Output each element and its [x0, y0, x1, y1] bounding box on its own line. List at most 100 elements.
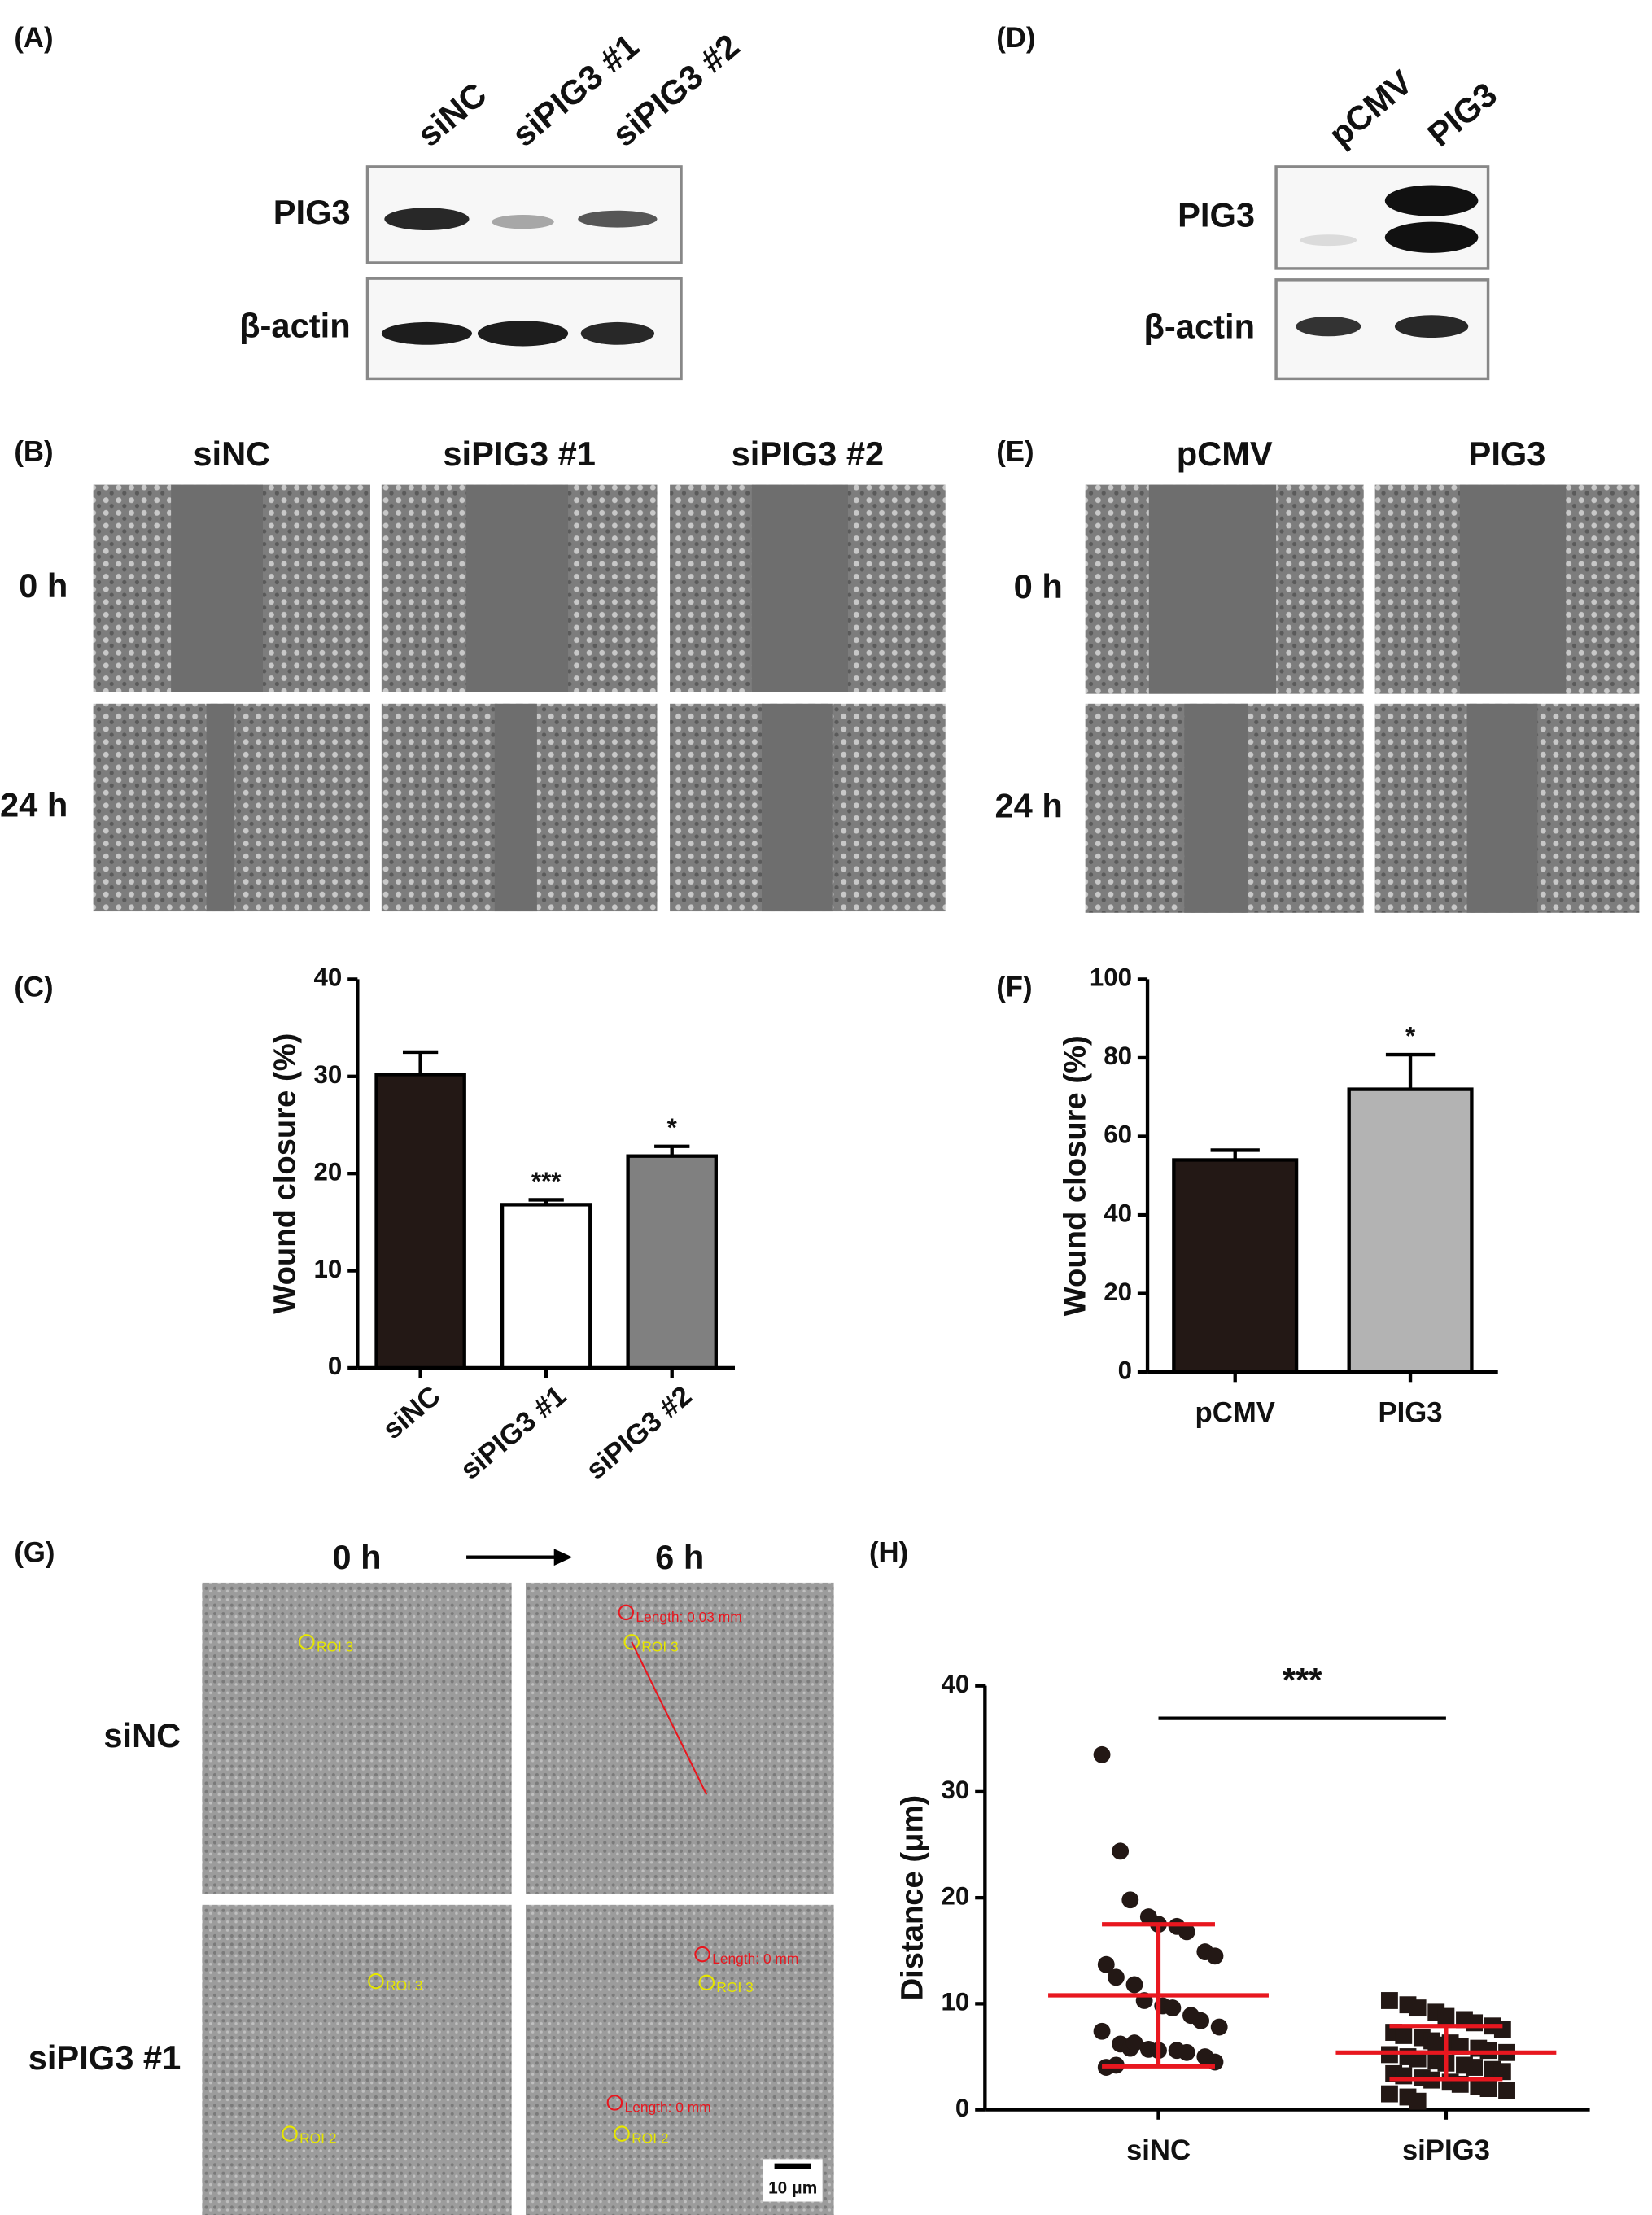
- point: [1479, 2080, 1497, 2098]
- track: [631, 1641, 708, 1795]
- point: [1093, 1745, 1111, 1763]
- y-tick-label: 0: [1118, 1356, 1132, 1384]
- panel-label: (D): [996, 23, 1035, 54]
- point: [1381, 2046, 1398, 2064]
- panel-label: (H): [869, 1537, 908, 1568]
- annotation: Length: 0 mm: [712, 1951, 798, 1967]
- row-label: β-actin: [239, 307, 351, 345]
- column-label: siPIG3 #2: [732, 435, 885, 473]
- column-label: pCMV: [1177, 435, 1273, 473]
- row-label: PIG3: [273, 193, 351, 231]
- arrow: [466, 1549, 573, 1566]
- point: [1493, 2021, 1511, 2038]
- lane-label: siNC: [410, 75, 494, 154]
- scale-label: 10 μm: [768, 2178, 817, 2197]
- wound-gap: [1184, 703, 1248, 913]
- annotation: ROI 3: [716, 1979, 753, 1995]
- roi-marker: [694, 1946, 710, 1963]
- row-label: siNC: [103, 1716, 181, 1754]
- row-label: 0 h: [19, 566, 68, 605]
- point: [1493, 2063, 1511, 2081]
- significance: *: [667, 1113, 678, 1142]
- significance: ***: [1283, 1661, 1322, 1699]
- x-tick-label: siPIG3 #2: [580, 1380, 697, 1486]
- y-tick-label: 80: [1104, 1042, 1132, 1070]
- band: [1296, 316, 1361, 337]
- y-axis-label: Wound closure (%): [268, 1033, 303, 1314]
- micrograph: [202, 1582, 512, 1894]
- point: [1097, 1955, 1115, 1973]
- point: [1427, 2036, 1445, 2054]
- roi-marker: [299, 1634, 315, 1650]
- bar: [1347, 1087, 1474, 1374]
- point: [1210, 2018, 1228, 2036]
- panel-label: (E): [996, 437, 1034, 468]
- roi-marker: [368, 1973, 384, 1990]
- y-tick-label: 20: [1104, 1278, 1132, 1306]
- point: [1206, 1947, 1224, 1965]
- point: [1395, 2067, 1413, 2085]
- band: [580, 321, 655, 345]
- bar: [500, 1203, 592, 1370]
- y-tick-label: 0: [955, 2094, 969, 2122]
- panel-label: (G): [14, 1537, 55, 1568]
- y-tick-label: 40: [941, 1670, 969, 1698]
- lane-label: pCMV: [1322, 63, 1420, 154]
- x-tick-label: siNC: [377, 1380, 446, 1445]
- y-tick-label: 40: [313, 963, 342, 992]
- y-tick-label: 40: [1104, 1199, 1132, 1227]
- roi-marker: [698, 1974, 715, 1991]
- wound-gap: [494, 703, 537, 912]
- wound-gap: [1459, 484, 1567, 694]
- annotation: Length: 0 mm: [625, 2099, 711, 2115]
- point: [1125, 2034, 1143, 2051]
- y-tick-label: 20: [941, 1881, 969, 1910]
- wound-gap: [1148, 484, 1277, 694]
- point: [1395, 2027, 1413, 2044]
- roi-marker: [614, 2125, 630, 2142]
- wound-gap: [751, 484, 848, 692]
- band: [1300, 234, 1357, 247]
- point: [1178, 2043, 1195, 2061]
- row-label: 0 h: [1014, 567, 1063, 605]
- band: [477, 321, 569, 347]
- point: [1164, 1999, 1182, 2017]
- y-tick-label: 10: [313, 1255, 342, 1283]
- x-tick-label: siPIG3: [1402, 2135, 1490, 2166]
- point: [1192, 2012, 1210, 2029]
- annotation: Length: 0.03 mm: [636, 1609, 741, 1625]
- wound-gap: [1466, 703, 1538, 913]
- column-label: 6 h: [655, 1538, 704, 1576]
- point: [1125, 1976, 1143, 1994]
- wound-gap: [171, 484, 263, 692]
- x-tick-label: pCMV: [1195, 1397, 1275, 1428]
- bar: [626, 1154, 718, 1370]
- point: [1409, 1999, 1427, 2017]
- point: [1437, 2007, 1455, 2025]
- row-label: 24 h: [0, 785, 68, 824]
- y-tick-label: 0: [328, 1352, 342, 1380]
- column-label: siNC: [193, 435, 270, 473]
- y-tick-label: 30: [313, 1060, 342, 1089]
- annotation: ROI 3: [317, 1638, 353, 1654]
- roi-marker: [606, 2095, 623, 2111]
- point: [1381, 2085, 1398, 2103]
- point: [1409, 2092, 1427, 2110]
- roi-marker: [282, 2125, 298, 2142]
- annotation: ROI 2: [632, 2130, 668, 2147]
- band: [578, 210, 658, 228]
- y-tick-label: 60: [1104, 1121, 1132, 1149]
- wound-gap: [206, 703, 235, 912]
- y-axis-label: Distance (μm): [895, 1795, 930, 2001]
- y-tick-label: 100: [1090, 963, 1132, 992]
- band: [1384, 221, 1479, 253]
- y-tick-label: 30: [941, 1776, 969, 1804]
- annotation: ROI 2: [299, 2130, 336, 2147]
- panel-label: (B): [14, 437, 53, 468]
- scale-bar: [774, 2163, 811, 2169]
- panel-label: (A): [14, 23, 53, 54]
- roi-marker: [623, 1634, 640, 1650]
- point: [1381, 1992, 1398, 2009]
- y-tick-label: 10: [941, 1988, 969, 2016]
